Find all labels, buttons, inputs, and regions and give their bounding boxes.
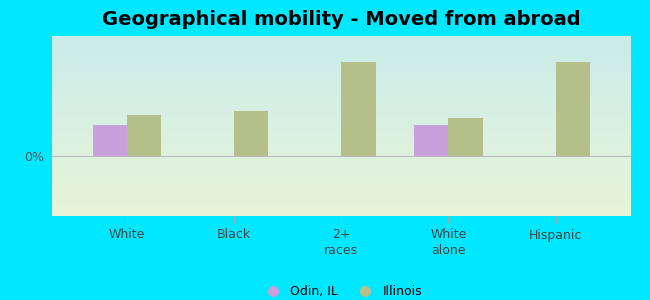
Legend: Odin, IL, Illinois: Odin, IL, Illinois: [255, 280, 428, 300]
Bar: [414, 125, 448, 156]
Bar: [448, 118, 483, 156]
Bar: [556, 62, 590, 156]
Bar: [234, 111, 268, 156]
Title: Geographical mobility - Moved from abroad: Geographical mobility - Moved from abroa…: [102, 10, 580, 29]
Bar: [93, 125, 127, 156]
Bar: [127, 115, 161, 156]
Bar: [341, 62, 376, 156]
